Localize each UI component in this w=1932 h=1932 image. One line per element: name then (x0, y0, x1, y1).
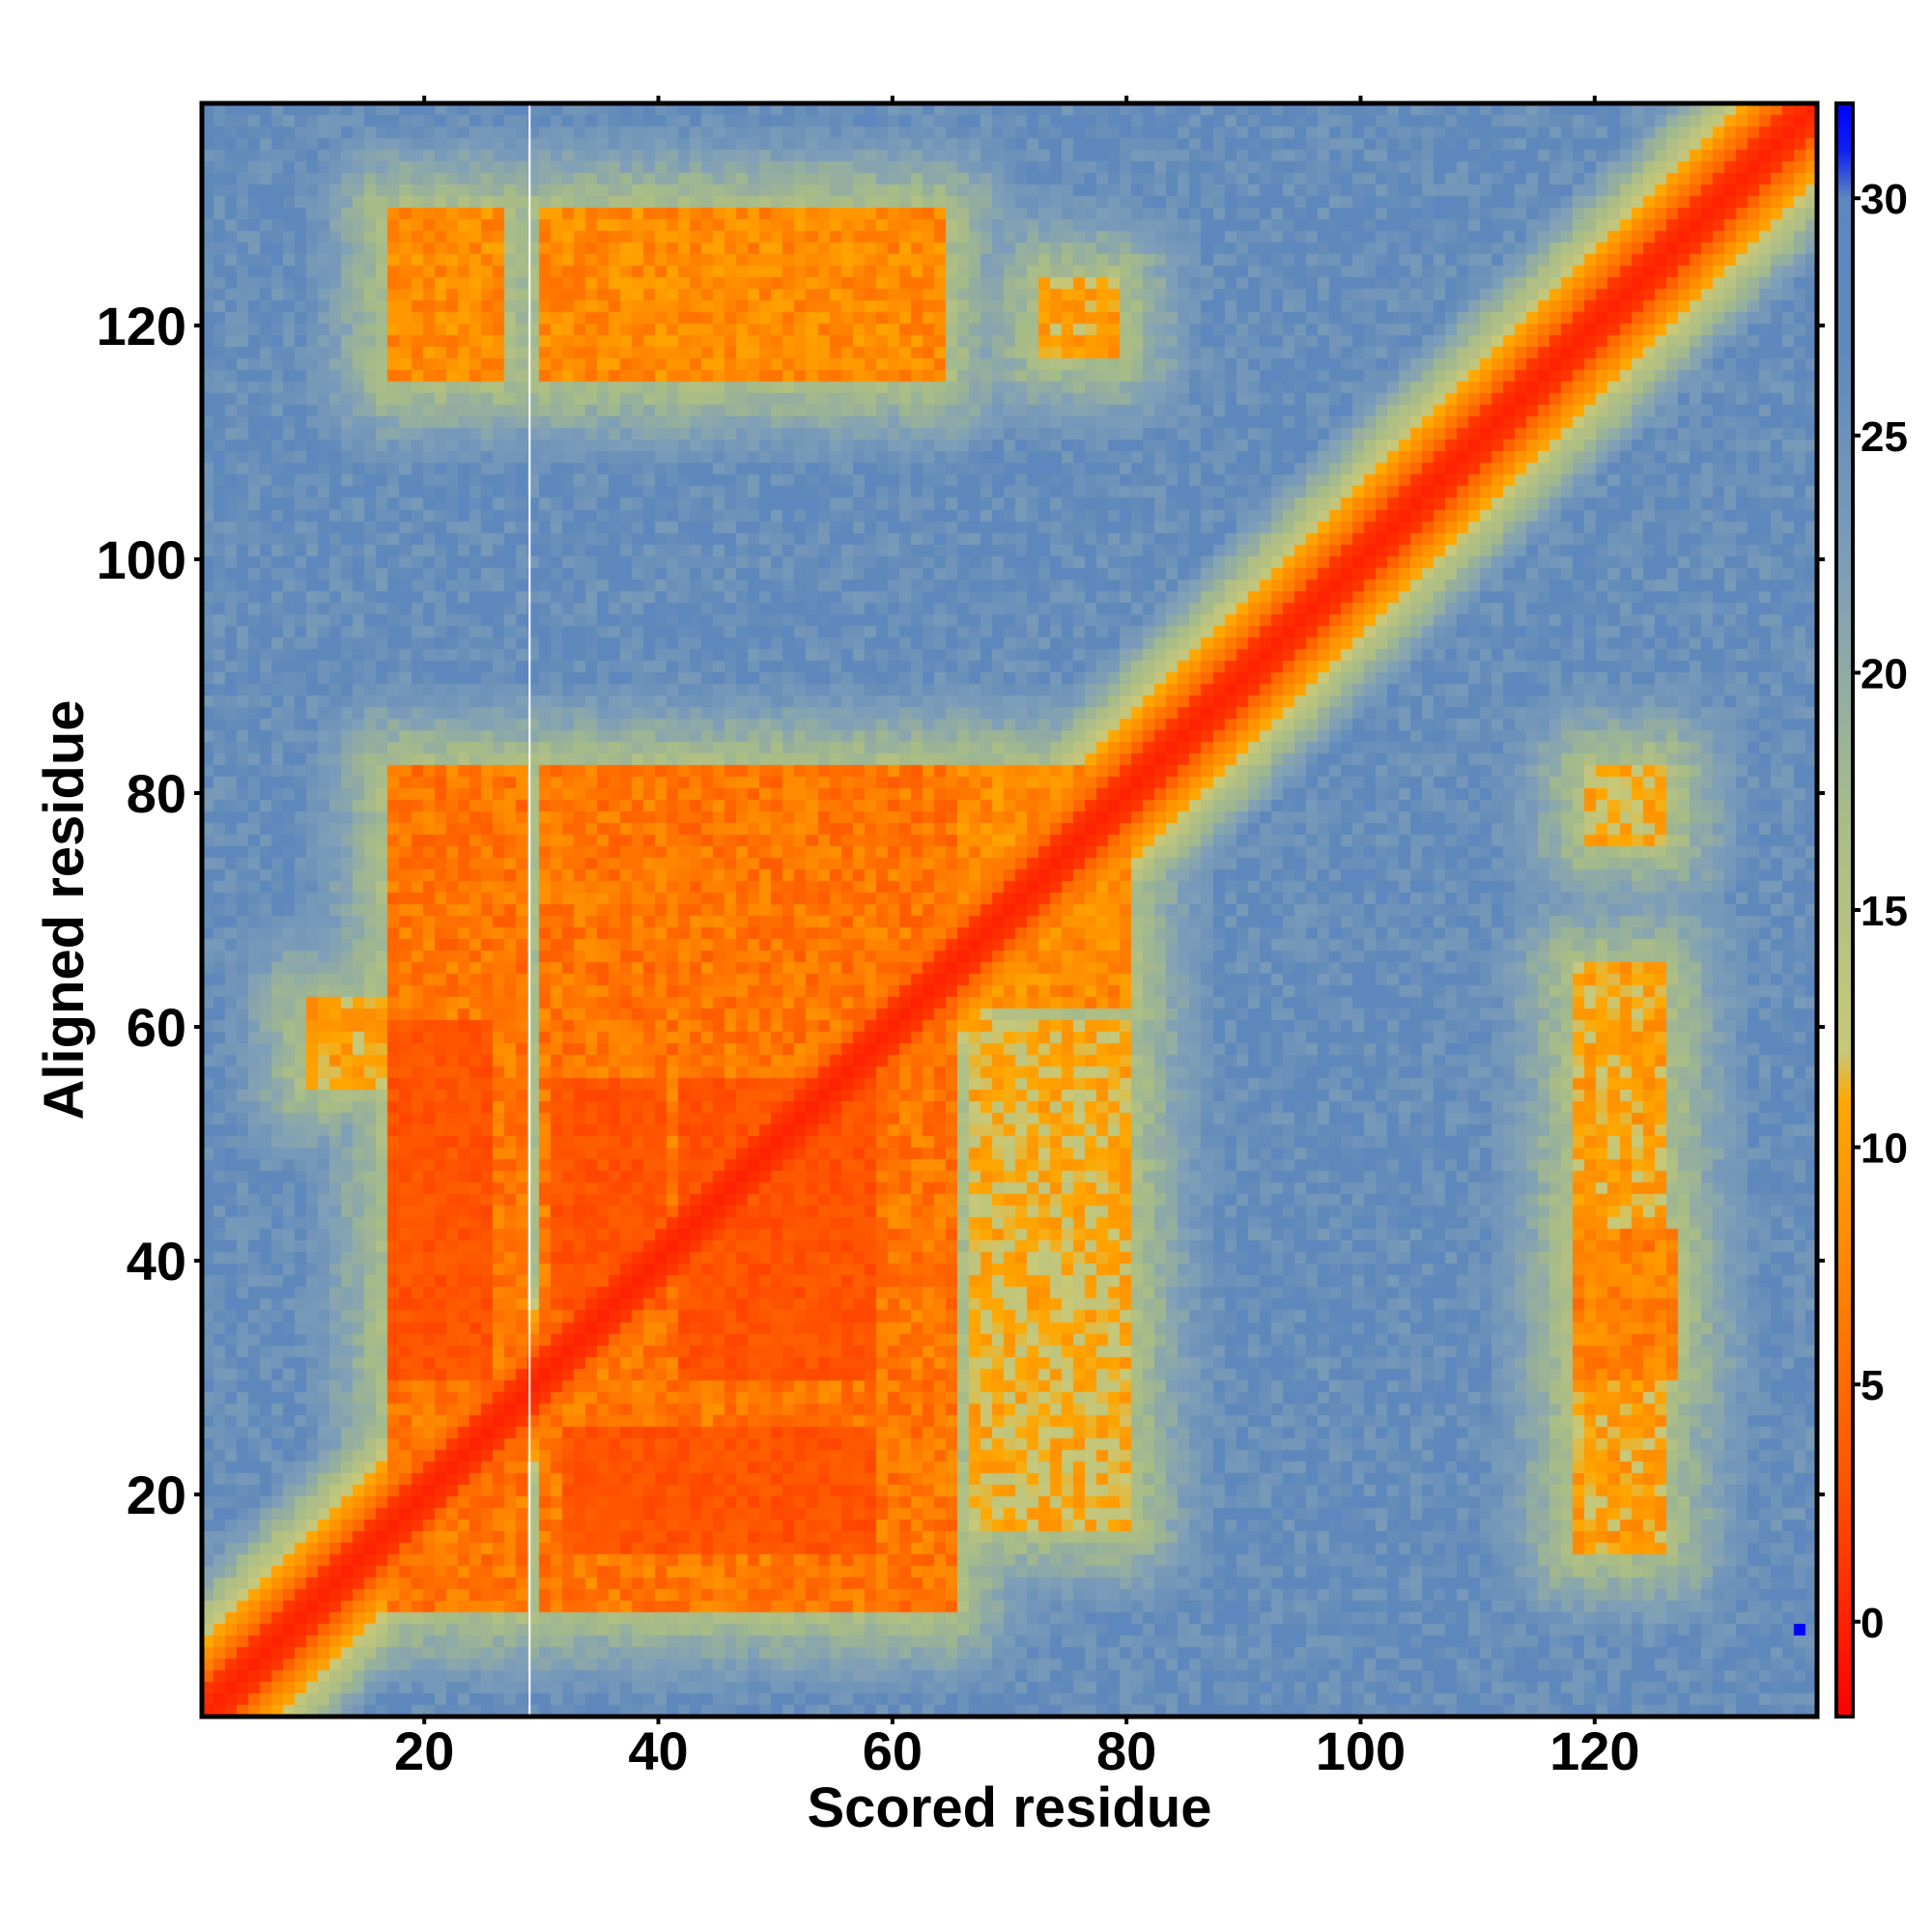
colorbar-tick-label: 25 (1861, 413, 1908, 461)
colorbar-tick-label: 10 (1861, 1125, 1908, 1173)
colorbar-tick-label: 0 (1861, 1600, 1884, 1647)
x-tick-label: 120 (1549, 1720, 1639, 1781)
colorbar-gradient (1836, 103, 1853, 1717)
x-tick-label: 20 (394, 1720, 454, 1781)
x-tick-label: 40 (628, 1720, 688, 1781)
y-axis-title: Aligned residue (33, 699, 96, 1120)
heatmap-cells-layer (202, 103, 1817, 1717)
heatmap-cells (202, 103, 1817, 1717)
colorbar-ticks: 0 5 10 15 20 25 30 (1853, 176, 1908, 1647)
x-axis-title: Scored residue (807, 1776, 1211, 1839)
y-tick-label: 80 (127, 763, 186, 824)
y-tick-label: 20 (127, 1464, 186, 1525)
x-tick-label: 100 (1316, 1720, 1406, 1781)
colorbar-tick-label: 15 (1861, 888, 1908, 935)
y-tick-label: 40 (127, 1231, 186, 1292)
y-tick-label: 120 (97, 296, 186, 356)
plot-frame (199, 100, 1820, 1719)
colorbar-tick-label: 30 (1861, 176, 1908, 223)
x-tick-label: 60 (863, 1720, 923, 1781)
y-tick-label: 60 (127, 997, 186, 1058)
y-axis-ticks: 20 40 60 80 100 120 (97, 296, 1825, 1525)
colorbar-tick-label: 20 (1861, 650, 1908, 697)
colorbar-tick-label: 5 (1861, 1362, 1884, 1409)
x-tick-label: 80 (1096, 1720, 1156, 1781)
y-tick-label: 100 (97, 529, 186, 590)
x-axis-ticks: 20 40 60 80 100 120 (394, 96, 1640, 1781)
